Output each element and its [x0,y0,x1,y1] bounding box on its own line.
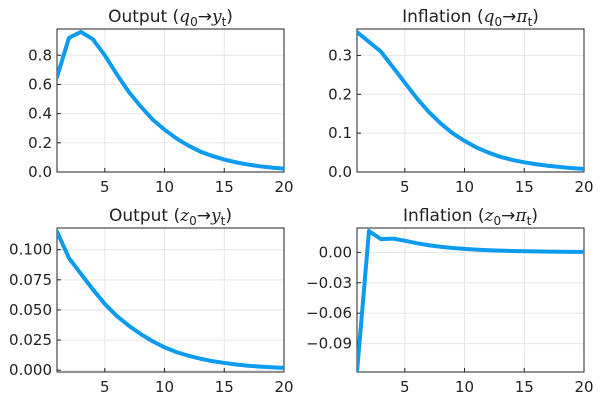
x-tick-label: 15 [215,178,234,196]
subplot-title: Inflation (z0→πt) [403,206,538,228]
x-tick-label: 10 [455,378,474,396]
x-tick-label: 5 [100,178,110,196]
x-tick-label: 15 [215,378,234,396]
y-tick-label: 0.050 [9,301,52,319]
axes-frame [356,227,585,373]
subplot-2: 5 10 15 20 0.0 0.1 0.2 0.3 Inflation (q0→πt) [328,7,593,196]
x-tick-label: 10 [155,178,174,196]
y-tick-label: 0.00 [319,243,352,261]
series-line [57,29,284,171]
subplot-4: 5 10 15 20 0.00 −0.03 −0.06 −0.09 Inflation (z0→… [306,206,594,396]
subplot-3: 5 10 15 20 0.000 0.025 0.050 0.075 0.100 Output (… [9,206,294,396]
series-line [57,229,284,370]
y-tick-label: 0.000 [9,361,52,379]
y-tick-label: −0.09 [306,335,352,353]
y-tick-label: 0.025 [9,331,52,349]
y-tick-label: 0.075 [9,271,52,289]
y-tick-label: 0.1 [328,124,352,142]
x-tick-label: 20 [574,378,593,396]
x-tick-label: 5 [400,178,410,196]
x-tick-label: 15 [515,178,534,196]
y-tick-label: 0.3 [328,46,352,64]
x-tick-label: 5 [400,378,410,396]
y-tick-label: −0.06 [306,304,352,322]
y-tick-label: 0.0 [28,163,52,181]
x-tick-label: 10 [155,378,174,396]
y-tick-label: 0.2 [328,85,352,103]
x-tick-label: 5 [100,378,110,396]
subplot-title: Output (z0→yt) [109,206,232,228]
x-tick-label: 20 [274,178,293,196]
subplot-1: 5 10 15 20 0.0 0.2 0.4 0.6 0.8 Output (q0→yt) [28,7,293,196]
x-tick-label: 20 [574,178,593,196]
y-tick-label: −0.03 [306,274,352,292]
series-line [357,229,584,372]
y-tick-label: 0.8 [28,46,52,64]
y-tick-label: 0.4 [28,105,52,123]
subplot-title: Output (q0→yt) [108,7,233,29]
axes-frame [56,227,285,373]
y-tick-label: 0.2 [28,134,52,152]
axes-frame [56,28,285,173]
y-tick-label: 0.100 [9,241,52,259]
x-tick-label: 20 [274,378,293,396]
subplot-title: Inflation (q0→πt) [402,7,539,29]
y-tick-label: 0.6 [28,75,52,93]
x-tick-label: 10 [455,178,474,196]
series-line [357,30,584,171]
x-tick-label: 15 [515,378,534,396]
axes-frame [356,28,585,173]
y-tick-label: 0.0 [328,163,352,181]
